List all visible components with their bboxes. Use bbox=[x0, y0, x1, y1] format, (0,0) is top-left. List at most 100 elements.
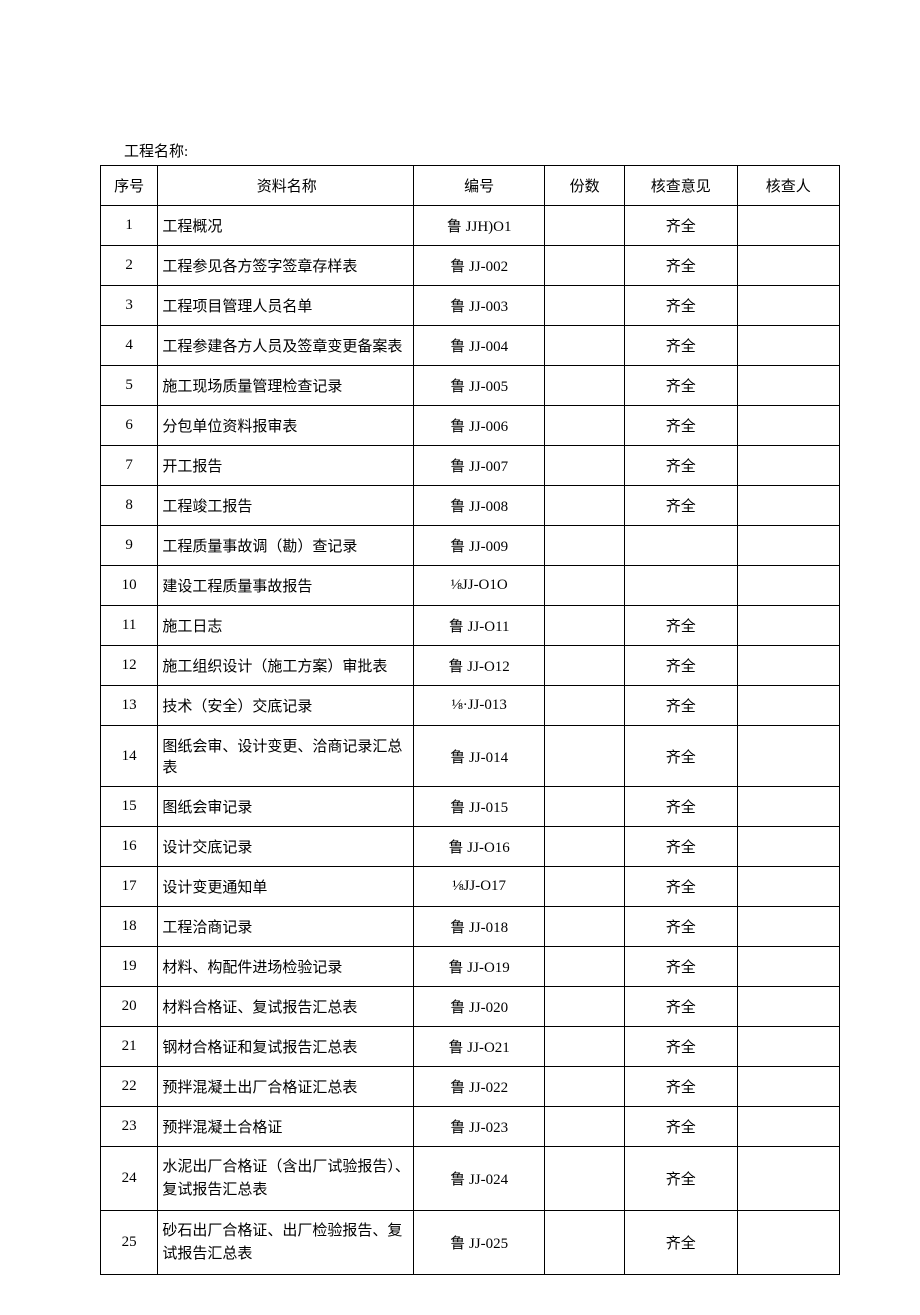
table-row: 2工程参见各方签字签章存样表鲁 JJ-002齐全 bbox=[101, 246, 840, 286]
cell-reviewer bbox=[737, 566, 839, 606]
cell-copies bbox=[545, 526, 625, 566]
cell-reviewer bbox=[737, 827, 839, 867]
table-row: 19材料、构配件进场检验记录鲁 JJ-O19齐全 bbox=[101, 947, 840, 987]
document-table: 序号 资料名称 编号 份数 核查意见 核查人 1工程概况鲁 JJH)O1齐全2工… bbox=[100, 165, 840, 1275]
cell-copies bbox=[545, 867, 625, 907]
cell-name: 工程项目管理人员名单 bbox=[158, 286, 414, 326]
cell-code: 鲁 JJ-O12 bbox=[414, 646, 545, 686]
cell-reviewer bbox=[737, 1107, 839, 1147]
cell-name: 设计交底记录 bbox=[158, 827, 414, 867]
table-row: 10建设工程质量事故报告⅛JJ-O1O bbox=[101, 566, 840, 606]
cell-copies bbox=[545, 606, 625, 646]
cell-code: 鲁 JJ-023 bbox=[414, 1107, 545, 1147]
cell-name: 施工组织设计（施工方案）审批表 bbox=[158, 646, 414, 686]
cell-seq: 24 bbox=[101, 1147, 158, 1211]
cell-copies bbox=[545, 486, 625, 526]
cell-seq: 17 bbox=[101, 867, 158, 907]
cell-opinion: 齐全 bbox=[625, 827, 738, 867]
cell-reviewer bbox=[737, 867, 839, 907]
project-name-label: 工程名称: bbox=[124, 140, 840, 161]
cell-code: 鲁 JJ-O11 bbox=[414, 606, 545, 646]
cell-copies bbox=[545, 947, 625, 987]
cell-name: 预拌混凝土出厂合格证汇总表 bbox=[158, 1067, 414, 1107]
cell-opinion: 齐全 bbox=[625, 446, 738, 486]
cell-opinion: 齐全 bbox=[625, 1211, 738, 1275]
cell-name: 工程参建各方人员及签章变更备案表 bbox=[158, 326, 414, 366]
table-row: 21钢材合格证和复试报告汇总表鲁 JJ-O21齐全 bbox=[101, 1027, 840, 1067]
cell-copies bbox=[545, 1067, 625, 1107]
cell-copies bbox=[545, 1107, 625, 1147]
cell-seq: 6 bbox=[101, 406, 158, 446]
cell-opinion: 齐全 bbox=[625, 907, 738, 947]
table-header-row: 序号 资料名称 编号 份数 核查意见 核查人 bbox=[101, 166, 840, 206]
cell-reviewer bbox=[737, 446, 839, 486]
cell-opinion: 齐全 bbox=[625, 326, 738, 366]
cell-copies bbox=[545, 1211, 625, 1275]
cell-reviewer bbox=[737, 907, 839, 947]
cell-opinion: 齐全 bbox=[625, 787, 738, 827]
cell-seq: 7 bbox=[101, 446, 158, 486]
cell-name: 设计变更通知单 bbox=[158, 867, 414, 907]
table-row: 24水泥出厂合格证（含出厂试验报告）、复试报告汇总表鲁 JJ-024齐全 bbox=[101, 1147, 840, 1211]
cell-reviewer bbox=[737, 526, 839, 566]
cell-seq: 22 bbox=[101, 1067, 158, 1107]
cell-seq: 12 bbox=[101, 646, 158, 686]
table-row: 16设计交底记录鲁 JJ-O16 齐全 bbox=[101, 827, 840, 867]
cell-name: 钢材合格证和复试报告汇总表 bbox=[158, 1027, 414, 1067]
cell-seq: 23 bbox=[101, 1107, 158, 1147]
cell-reviewer bbox=[737, 246, 839, 286]
cell-name: 水泥出厂合格证（含出厂试验报告）、复试报告汇总表 bbox=[158, 1147, 414, 1211]
table-row: 9工程质量事故调（勘）查记录鲁 JJ-009 bbox=[101, 526, 840, 566]
cell-opinion: 齐全 bbox=[625, 646, 738, 686]
cell-seq: 18 bbox=[101, 907, 158, 947]
table-row: 1工程概况鲁 JJH)O1齐全 bbox=[101, 206, 840, 246]
cell-seq: 8 bbox=[101, 486, 158, 526]
cell-seq: 16 bbox=[101, 827, 158, 867]
cell-code: 鲁 JJ-007 bbox=[414, 446, 545, 486]
cell-name: 工程竣工报告 bbox=[158, 486, 414, 526]
cell-copies bbox=[545, 326, 625, 366]
cell-copies bbox=[545, 726, 625, 787]
cell-name: 开工报告 bbox=[158, 446, 414, 486]
cell-name: 材料、构配件进场检验记录 bbox=[158, 947, 414, 987]
cell-seq: 9 bbox=[101, 526, 158, 566]
cell-opinion: 齐全 bbox=[625, 406, 738, 446]
cell-reviewer bbox=[737, 686, 839, 726]
header-reviewer: 核查人 bbox=[737, 166, 839, 206]
cell-name: 图纸会审记录 bbox=[158, 787, 414, 827]
cell-copies bbox=[545, 246, 625, 286]
cell-copies bbox=[545, 686, 625, 726]
cell-opinion: 齐全 bbox=[625, 1147, 738, 1211]
cell-code: 鲁 JJH)O1 bbox=[414, 206, 545, 246]
cell-code: 鲁 JJ-002 bbox=[414, 246, 545, 286]
table-row: 6分包单位资料报审表鲁 JJ-006齐全 bbox=[101, 406, 840, 446]
cell-reviewer bbox=[737, 1027, 839, 1067]
cell-code: 鲁 JJ-O16 bbox=[414, 827, 545, 867]
cell-seq: 11 bbox=[101, 606, 158, 646]
table-row: 17设计变更通知单⅛JJ-O17齐全 bbox=[101, 867, 840, 907]
cell-copies bbox=[545, 286, 625, 326]
table-row: 14图纸会审、设计变更、洽商记录汇总表鲁 JJ-014齐全 bbox=[101, 726, 840, 787]
cell-name: 工程洽商记录 bbox=[158, 907, 414, 947]
cell-seq: 2 bbox=[101, 246, 158, 286]
cell-seq: 14 bbox=[101, 726, 158, 787]
table-row: 23预拌混凝土合格证鲁 JJ-023齐全 bbox=[101, 1107, 840, 1147]
cell-opinion: 齐全 bbox=[625, 1027, 738, 1067]
cell-opinion: 齐全 bbox=[625, 726, 738, 787]
cell-reviewer bbox=[737, 1147, 839, 1211]
cell-seq: 4 bbox=[101, 326, 158, 366]
cell-reviewer bbox=[737, 646, 839, 686]
table-row: 13技术（安全）交底记录⅛·JJ-013齐全 bbox=[101, 686, 840, 726]
cell-seq: 25 bbox=[101, 1211, 158, 1275]
table-row: 3工程项目管理人员名单鲁 JJ-003齐全 bbox=[101, 286, 840, 326]
cell-reviewer bbox=[737, 486, 839, 526]
cell-opinion: 齐全 bbox=[625, 987, 738, 1027]
cell-code: 鲁 JJ-015 bbox=[414, 787, 545, 827]
cell-seq: 15 bbox=[101, 787, 158, 827]
cell-opinion: 齐全 bbox=[625, 606, 738, 646]
cell-seq: 19 bbox=[101, 947, 158, 987]
cell-seq: 3 bbox=[101, 286, 158, 326]
cell-name: 工程概况 bbox=[158, 206, 414, 246]
table-row: 12施工组织设计（施工方案）审批表鲁 JJ-O12 齐全 bbox=[101, 646, 840, 686]
table-row: 5施工现场质量管理检查记录鲁 JJ-005齐全 bbox=[101, 366, 840, 406]
